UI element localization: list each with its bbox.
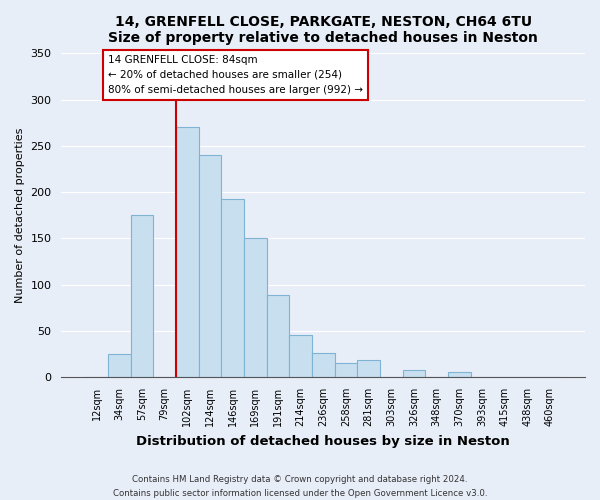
Bar xyxy=(403,370,425,377)
Bar xyxy=(108,354,131,377)
Bar xyxy=(448,372,470,377)
Bar xyxy=(199,155,221,377)
Bar xyxy=(131,215,153,377)
Bar xyxy=(357,360,380,377)
Y-axis label: Number of detached properties: Number of detached properties xyxy=(15,128,25,303)
Bar xyxy=(289,334,312,377)
Text: 14 GRENFELL CLOSE: 84sqm
← 20% of detached houses are smaller (254)
80% of semi-: 14 GRENFELL CLOSE: 84sqm ← 20% of detach… xyxy=(108,55,363,95)
Bar xyxy=(244,238,266,377)
Bar xyxy=(266,294,289,377)
Bar xyxy=(176,128,199,377)
Bar xyxy=(335,363,357,377)
Bar xyxy=(221,198,244,377)
Title: 14, GRENFELL CLOSE, PARKGATE, NESTON, CH64 6TU
Size of property relative to deta: 14, GRENFELL CLOSE, PARKGATE, NESTON, CH… xyxy=(108,15,538,45)
Text: Contains HM Land Registry data © Crown copyright and database right 2024.
Contai: Contains HM Land Registry data © Crown c… xyxy=(113,476,487,498)
X-axis label: Distribution of detached houses by size in Neston: Distribution of detached houses by size … xyxy=(136,434,510,448)
Bar xyxy=(312,353,335,377)
